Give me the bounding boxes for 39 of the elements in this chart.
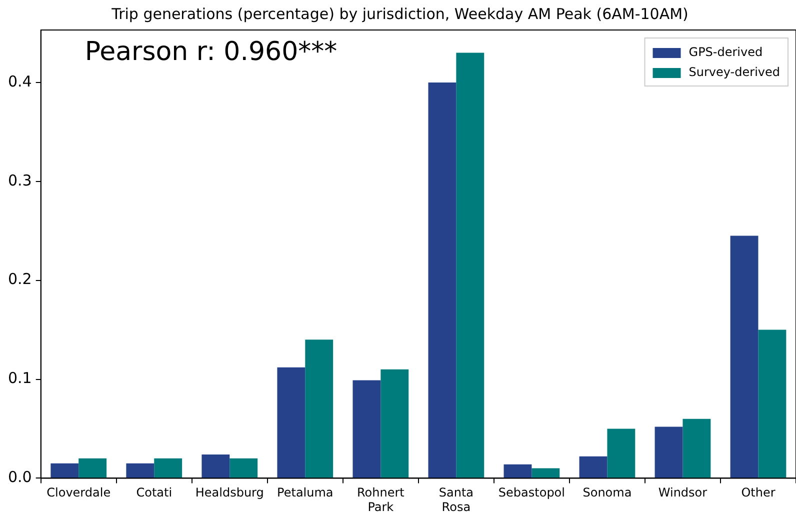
bar [380, 369, 409, 478]
bar [532, 468, 560, 478]
bar [654, 426, 683, 478]
x-tick-label: Santa Rosa [438, 486, 474, 514]
y-tick-label: 0.3 [8, 171, 32, 190]
x-tick-label: Cloverdale [46, 486, 111, 500]
bar [230, 458, 258, 478]
x-tick-label: Other [741, 486, 776, 500]
bar [579, 456, 608, 478]
x-tick-label: Rohnert Park [356, 486, 405, 514]
bar [607, 428, 636, 478]
annotation: Pearson r: 0.960*** [84, 36, 338, 67]
bar [154, 458, 182, 478]
bar [352, 380, 381, 478]
bar [50, 463, 79, 478]
bar [277, 367, 306, 478]
y-tick-label: 0.4 [8, 72, 32, 90]
x-tick-label: Healdsburg [195, 486, 264, 500]
x-tick-label: Sonoma [582, 486, 632, 500]
x-tick-label: Petaluma [277, 486, 334, 500]
bar [758, 330, 786, 478]
y-tick-label: 0.0 [8, 468, 32, 486]
bar [428, 82, 456, 478]
bar [730, 236, 758, 478]
chart-title: Trip generations (percentage) by jurisdiction, Weekday AM Peak (6AM-10AM) [110, 4, 688, 23]
legend-label: GPS-derived [688, 45, 763, 60]
y-tick-label: 0.2 [8, 270, 32, 288]
x-tick-label: Cotati [136, 486, 172, 500]
x-tick-label: Windsor [658, 486, 708, 500]
x-tick-label: Sebastopol [498, 486, 565, 500]
y-tick-label: 0.1 [8, 369, 32, 388]
bar [456, 52, 484, 478]
legend-label: Survey-derived [688, 65, 780, 80]
bar [305, 340, 334, 478]
bar [78, 458, 107, 478]
bar [126, 463, 154, 478]
bar [202, 454, 230, 478]
bar [504, 464, 532, 478]
bar [682, 418, 711, 478]
